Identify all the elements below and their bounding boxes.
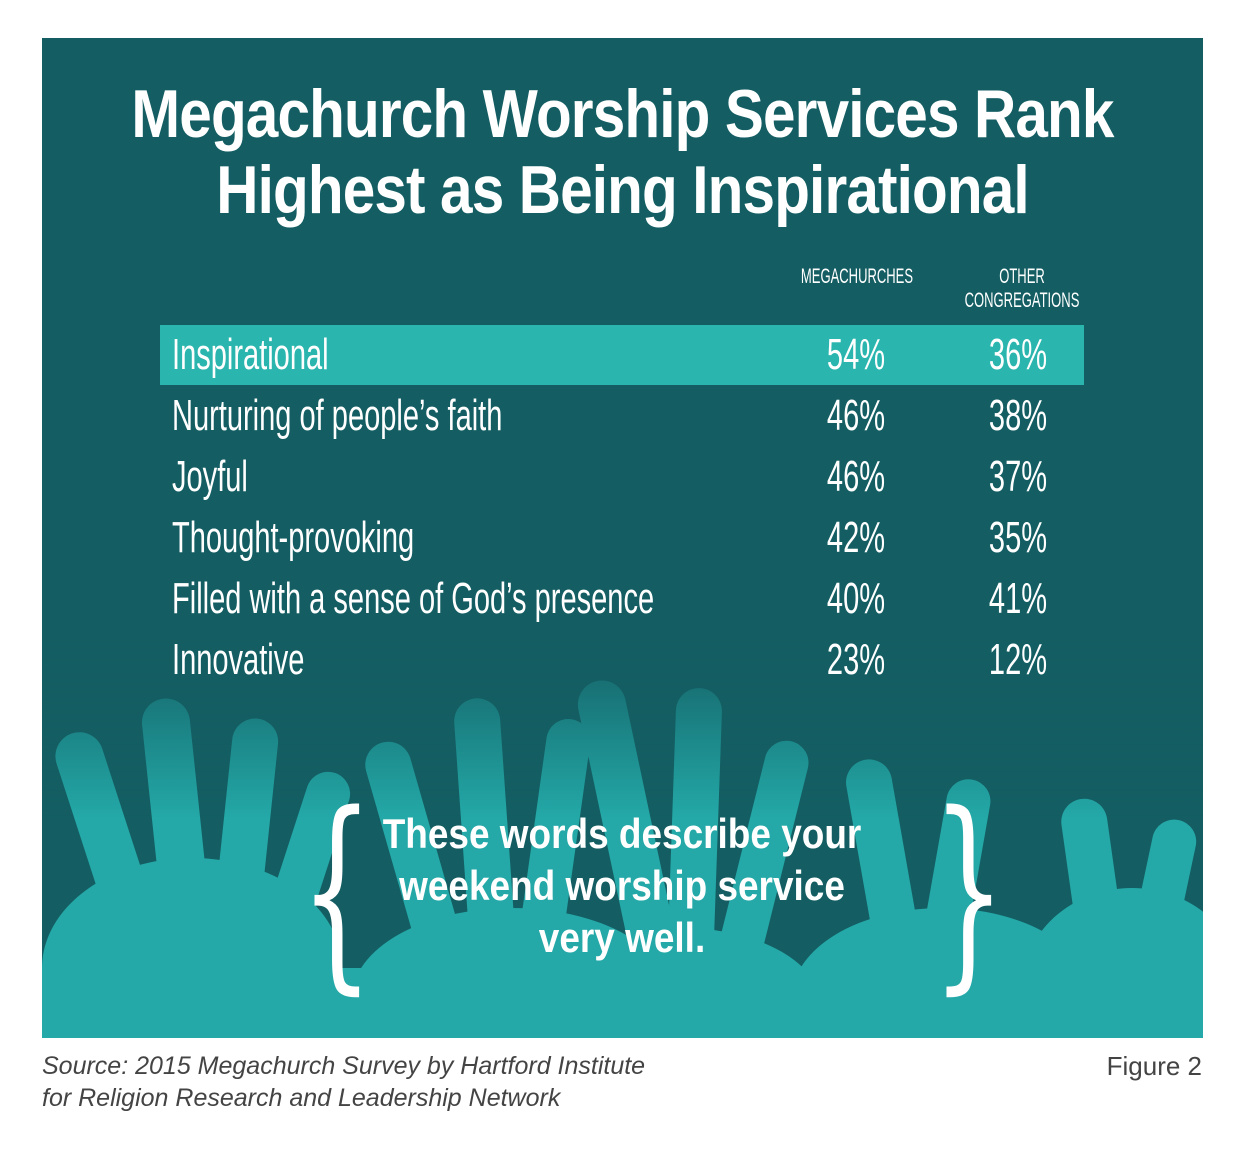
row-label: Joyful	[172, 452, 248, 501]
value-megachurches: 46%	[826, 452, 886, 501]
callout-line-1: These words describe your	[382, 810, 862, 857]
table-row: Inspirational 54% 36%	[42, 325, 1203, 385]
value-other-congregations: 38%	[988, 391, 1048, 440]
column-header-other-line-1: OTHER	[999, 265, 1045, 288]
source-caption: Source: 2015 Megachurch Survey by Hartfo…	[42, 1050, 645, 1114]
chart-title: Megachurch Worship Services Rank Highest…	[123, 76, 1121, 228]
value-other-congregations: 35%	[988, 513, 1048, 562]
value-megachurches: 40%	[826, 574, 886, 623]
value-other-congregations: 36%	[988, 330, 1048, 379]
table-row: Innovative 23% 12%	[42, 630, 1203, 690]
value-megachurches: 54%	[826, 330, 886, 379]
value-other-congregations: 41%	[988, 574, 1048, 623]
table-row: Filled with a sense of God’s presence 40…	[42, 569, 1203, 629]
source-line-1: Source: 2015 Megachurch Survey by Hartfo…	[42, 1052, 646, 1080]
column-header-other-line-2: CONGREGATIONS	[964, 289, 1080, 312]
source-line-2: for Religion Research and Leadership Net…	[42, 1084, 561, 1112]
highlight-row-bar	[160, 325, 1084, 385]
column-header-megachurches: MEGACHURCHES	[786, 265, 929, 289]
row-label: Nurturing of people’s faith	[172, 391, 503, 440]
value-other-congregations: 12%	[988, 635, 1048, 684]
column-header-megachurches-line-1: MEGACHURCHES	[800, 265, 914, 288]
value-megachurches: 23%	[826, 635, 886, 684]
callout-quote: These words describe your weekend worshi…	[376, 808, 869, 964]
table-row: Nurturing of people’s faith 46% 38%	[42, 386, 1203, 446]
table-row: Joyful 46% 37%	[42, 447, 1203, 507]
row-label: Thought-provoking	[172, 513, 415, 562]
figure-label: Figure 2	[1106, 1051, 1202, 1081]
right-curly-brace: }	[932, 768, 1006, 1013]
row-label: Innovative	[172, 635, 305, 684]
table-row: Thought-provoking 42% 35%	[42, 508, 1203, 568]
raised-hands-background	[42, 638, 1203, 1038]
value-other-congregations: 37%	[988, 452, 1048, 501]
value-megachurches: 46%	[826, 391, 886, 440]
infographic-panel: Megachurch Worship Services Rank Highest…	[42, 38, 1203, 1038]
left-curly-brace: {	[300, 768, 374, 1013]
value-megachurches: 42%	[826, 513, 886, 562]
row-label: Inspirational	[172, 330, 329, 379]
column-header-other-congregations: OTHER CONGREGATIONS	[948, 265, 1097, 313]
chart-title-line-1: Megachurch Worship Services Rank	[131, 76, 1114, 152]
callout-line-3: very well.	[538, 914, 706, 961]
chart-title-line-2: Highest as Being Inspirational	[216, 152, 1029, 228]
row-label: Filled with a sense of God’s presence	[172, 574, 655, 623]
callout-line-2: weekend worship service	[399, 862, 845, 909]
